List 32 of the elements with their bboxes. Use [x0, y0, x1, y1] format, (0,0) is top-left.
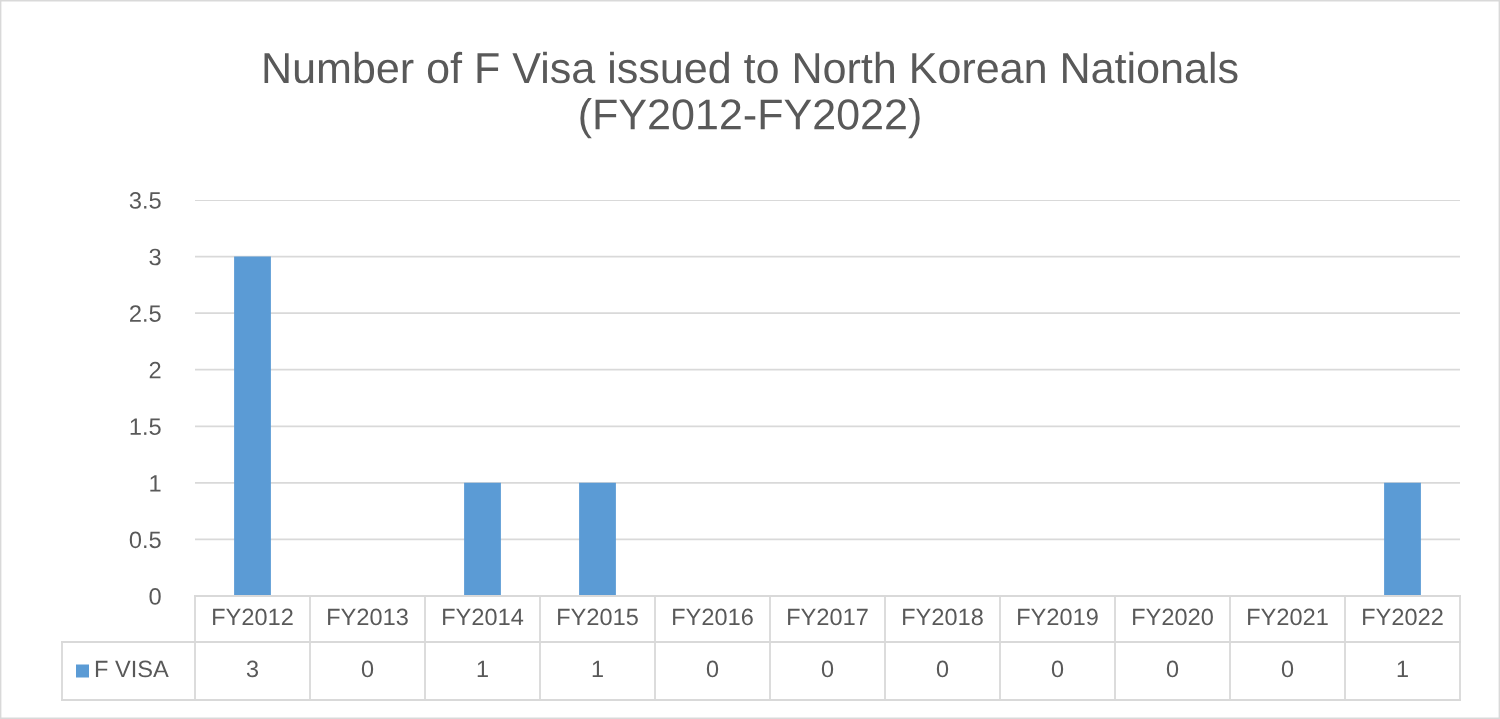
x-tick-label: FY2018 [903, 608, 983, 626]
x-tick-label: FY2014 [443, 608, 524, 626]
y-tick-label: 2 [149, 361, 161, 379]
x-tick-label: FY2013 [328, 608, 408, 626]
x-tick-label: FY2016 [673, 608, 753, 626]
chart-title: Number of F Visa issued to North Korean Nationals (FY2012-FY2022) [264, 51, 1238, 139]
data-label: 0 [1051, 660, 1064, 678]
x-tick-label: FY2020 [1133, 608, 1213, 626]
y-tick-label: 1.5 [130, 418, 161, 436]
data-label: 0 [706, 660, 719, 678]
data-label: 0 [821, 660, 834, 678]
y-tick-label: 0 [149, 588, 161, 605]
data-label: 1 [477, 660, 488, 678]
x-tick-label: FY2021 [1248, 608, 1328, 626]
y-tick-label: 3.5 [129, 192, 161, 209]
y-tick-label: 0.5 [129, 531, 161, 549]
data-label: 0 [936, 660, 949, 678]
x-tick-label: FY2017 [788, 608, 868, 626]
y-tick-label: 2.5 [130, 305, 161, 322]
legend-label: F VISA [95, 660, 169, 678]
y-tick-label: 1 [150, 475, 161, 492]
x-tick-label: FY2022 [1363, 608, 1443, 626]
data-label: 0 [361, 660, 374, 678]
data-label: 0 [1281, 660, 1294, 678]
data-label: 1 [592, 660, 603, 678]
x-tick-label: FY2019 [1018, 608, 1098, 626]
data-label: 0 [1166, 660, 1179, 678]
y-tick-label: 3 [149, 248, 161, 266]
x-tick-label: FY2015 [558, 608, 638, 626]
data-label: 1 [1397, 660, 1408, 678]
data-label: 3 [246, 660, 259, 678]
x-tick-label: FY2012 [213, 608, 293, 626]
